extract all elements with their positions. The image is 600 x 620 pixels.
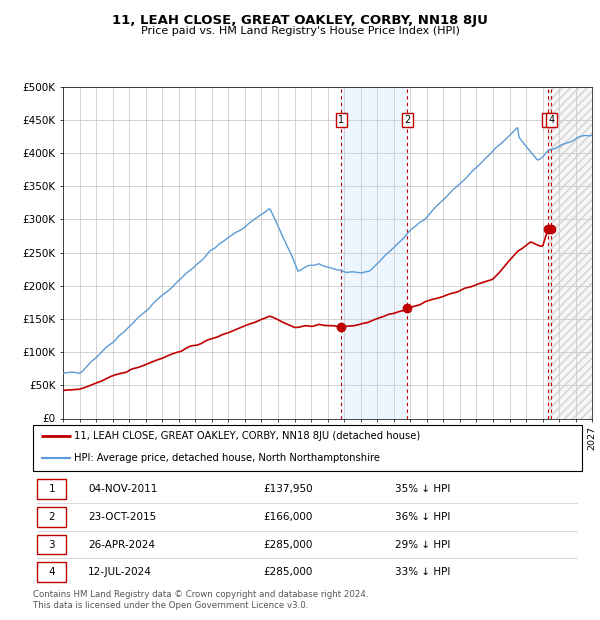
Text: 11, LEAH CLOSE, GREAT OAKLEY, CORBY, NN18 8JU (detached house): 11, LEAH CLOSE, GREAT OAKLEY, CORBY, NN1… [74, 432, 421, 441]
Text: £166,000: £166,000 [263, 512, 313, 522]
Text: 3: 3 [545, 115, 551, 125]
FancyBboxPatch shape [37, 507, 66, 527]
Bar [548, 87, 592, 419]
Text: 3: 3 [49, 539, 55, 549]
Text: £137,950: £137,950 [263, 484, 313, 494]
Text: 11, LEAH CLOSE, GREAT OAKLEY, CORBY, NN18 8JU: 11, LEAH CLOSE, GREAT OAKLEY, CORBY, NN1… [112, 14, 488, 27]
Text: 1: 1 [49, 484, 55, 494]
Text: 33% ↓ HPI: 33% ↓ HPI [395, 567, 451, 577]
Text: £285,000: £285,000 [263, 567, 313, 577]
FancyBboxPatch shape [37, 534, 66, 554]
Text: 29% ↓ HPI: 29% ↓ HPI [395, 539, 451, 549]
Text: HPI: Average price, detached house, North Northamptonshire: HPI: Average price, detached house, Nort… [74, 453, 380, 463]
Bar [341, 87, 407, 419]
Text: 2: 2 [49, 512, 55, 522]
Text: 4: 4 [548, 115, 554, 125]
Text: 1: 1 [338, 115, 344, 125]
Text: 23-OCT-2015: 23-OCT-2015 [88, 512, 156, 522]
Text: 4: 4 [49, 567, 55, 577]
Text: £285,000: £285,000 [263, 539, 313, 549]
Text: 12-JUL-2024: 12-JUL-2024 [88, 567, 152, 577]
Text: 04-NOV-2011: 04-NOV-2011 [88, 484, 157, 494]
Text: 2: 2 [404, 115, 410, 125]
Text: Price paid vs. HM Land Registry's House Price Index (HPI): Price paid vs. HM Land Registry's House … [140, 26, 460, 36]
FancyBboxPatch shape [33, 425, 582, 471]
Text: 35% ↓ HPI: 35% ↓ HPI [395, 484, 451, 494]
FancyBboxPatch shape [37, 562, 66, 582]
Text: Contains HM Land Registry data © Crown copyright and database right 2024.
This d: Contains HM Land Registry data © Crown c… [33, 590, 368, 609]
Text: 26-APR-2024: 26-APR-2024 [88, 539, 155, 549]
Text: 36% ↓ HPI: 36% ↓ HPI [395, 512, 451, 522]
FancyBboxPatch shape [37, 479, 66, 499]
